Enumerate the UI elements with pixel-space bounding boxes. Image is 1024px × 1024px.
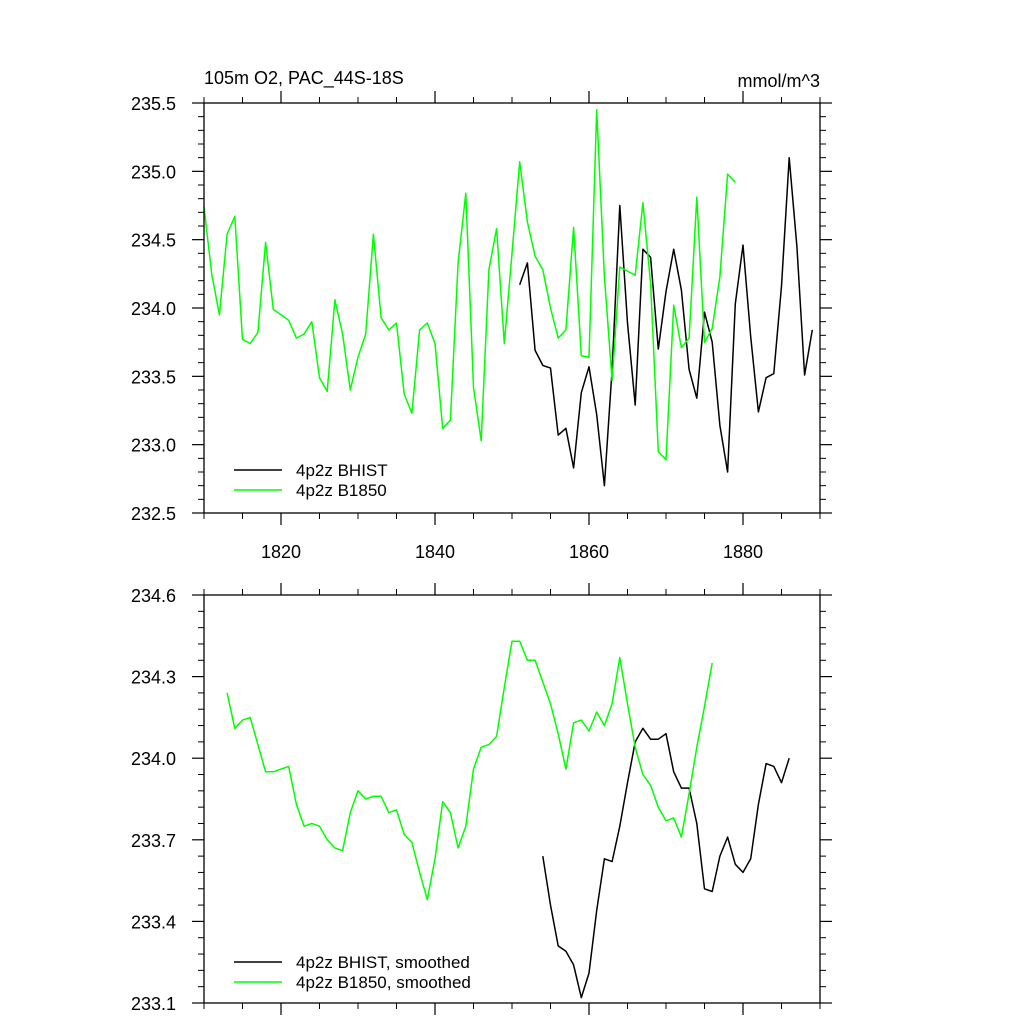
- top-y-tick-label: 235.0: [131, 162, 176, 182]
- bottom-series-line-b1850: [226, 640, 713, 901]
- top-x-tick-label: 1880: [723, 542, 763, 562]
- top-x-tick-label: 1820: [261, 542, 301, 562]
- top-series-line-bhist: [518, 156, 814, 487]
- top-chart-y-tick-labels: 232.5 233.0 233.5 234.0 234.5 235.0 235.5: [131, 94, 176, 524]
- top-chart-ticks: [192, 91, 832, 525]
- top-series-line-b1850: [203, 109, 736, 461]
- legend-label-bhist: 4p2z BHIST: [296, 461, 388, 480]
- top-chart-legend: 4p2z BHIST 4p2z B1850: [234, 461, 388, 500]
- top-y-tick-label: 232.5: [131, 504, 176, 524]
- legend-label-b1850: 4p2z B1850: [296, 481, 387, 500]
- bottom-y-tick-label: 234.3: [131, 668, 176, 688]
- top-chart-frame: [203, 102, 821, 514]
- bottom-chart-legend: 4p2z BHIST, smoothed 4p2z B1850, smoothe…: [234, 953, 471, 992]
- top-y-tick-label: 234.5: [131, 231, 176, 251]
- top-chart-units: mmol/m^3: [738, 71, 820, 91]
- bottom-y-tick-label: 233.7: [131, 831, 176, 851]
- bottom-chart-y-tick-labels: 233.1 233.4 233.7 234.0 234.3 234.6: [131, 586, 176, 1014]
- bottom-chart-series: [226, 640, 790, 999]
- bottom-chart-panel: 233.1 233.4 233.7 234.0 234.3 234.6 4p2z BHIS…: [131, 583, 832, 1015]
- bottom-chart-ticks: [192, 583, 832, 1015]
- top-y-tick-label: 235.5: [131, 94, 176, 114]
- top-x-tick-label: 1860: [569, 542, 609, 562]
- bottom-y-tick-label: 233.4: [131, 912, 176, 932]
- top-chart-panel: 105m O2, PAC_44S-18S mmol/m^3 1820 1840 18…: [131, 68, 832, 562]
- top-x-tick-label: 1840: [415, 542, 455, 562]
- bottom-y-tick-label: 234.6: [131, 586, 176, 606]
- top-y-tick-label: 233.5: [131, 367, 176, 387]
- bottom-chart-frame: [203, 594, 821, 1004]
- legend-label-b1850-smoothed: 4p2z B1850, smoothed: [296, 973, 471, 992]
- bottom-y-tick-label: 234.0: [131, 749, 176, 769]
- legend-label-bhist-smoothed: 4p2z BHIST, smoothed: [296, 953, 470, 972]
- top-chart-title: 105m O2, PAC_44S-18S: [204, 68, 404, 89]
- top-y-tick-label: 234.0: [131, 299, 176, 319]
- bottom-series-line-bhist: [542, 727, 790, 999]
- top-chart-series: [203, 109, 814, 487]
- top-chart-x-tick-labels: 1820 1840 1860 1880: [261, 542, 763, 562]
- top-y-tick-label: 233.0: [131, 436, 176, 456]
- bottom-y-tick-label: 233.1: [131, 994, 176, 1014]
